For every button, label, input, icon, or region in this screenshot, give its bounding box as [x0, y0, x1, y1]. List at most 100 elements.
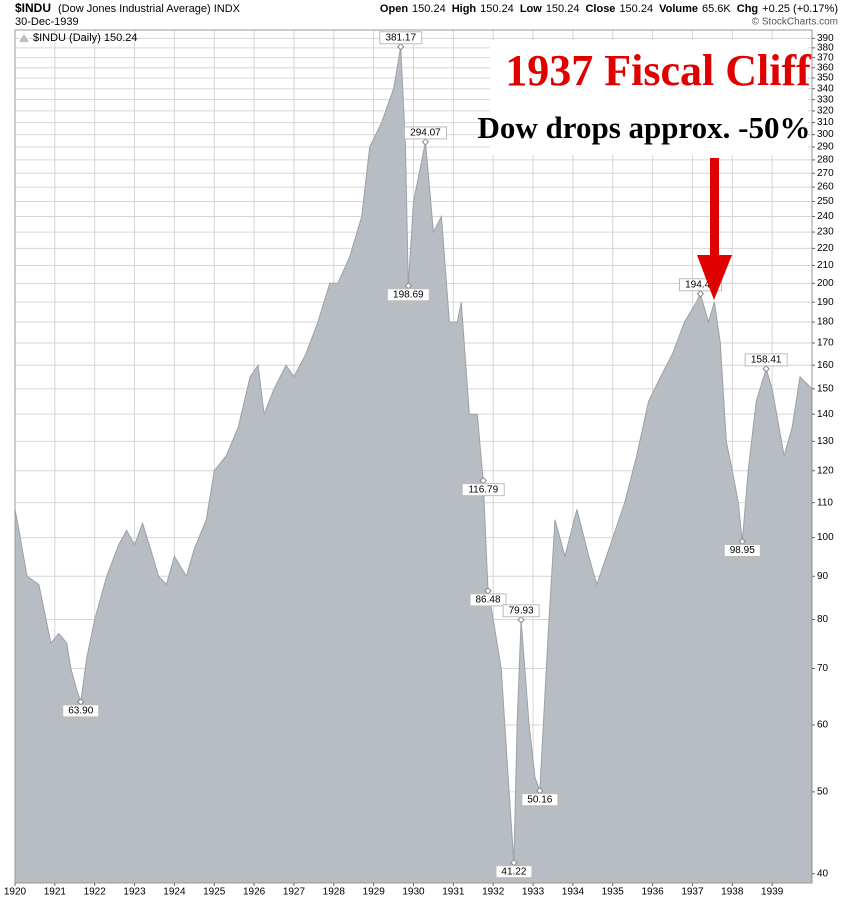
legend-label: $INDU (Daily) 150.24	[33, 32, 138, 44]
y-tick-label: 390	[817, 33, 834, 44]
point-label: 194.40	[685, 279, 716, 290]
x-tick-label: 1929	[363, 887, 386, 898]
quote-value: 150.24	[480, 3, 514, 15]
y-tick-label: 310	[817, 117, 834, 128]
point-label: 79.93	[509, 605, 534, 616]
y-tick-label: 280	[817, 155, 834, 166]
y-tick-label: 140	[817, 409, 834, 420]
point-label: 41.22	[501, 866, 526, 877]
point-label: 198.69	[393, 289, 424, 300]
area	[14, 46, 813, 884]
y-tick-label: 260	[817, 182, 834, 193]
annotation-subtitle: Dow drops approx. -50%	[477, 110, 810, 145]
y-tick-label: 330	[817, 94, 834, 105]
point-label-box	[403, 126, 447, 140]
point-label-box	[521, 793, 559, 807]
x-tick-label: 1931	[442, 887, 465, 898]
y-tick-label: 70	[817, 663, 829, 674]
y-tick-label: 340	[817, 83, 834, 94]
y-tick-label: 380	[817, 43, 834, 54]
point-label-box	[495, 865, 533, 879]
symbol: $INDU	[15, 1, 51, 15]
point-marker	[517, 616, 525, 624]
y-tick-label: 160	[817, 360, 834, 371]
y-tick-label: 290	[817, 142, 834, 153]
x-tick-label: 1921	[44, 887, 67, 898]
point-label-box	[386, 288, 430, 302]
x-tick-label: 1935	[602, 887, 625, 898]
quote-value: 150.24	[546, 3, 580, 15]
x-tick-label: 1932	[482, 887, 505, 898]
point-label-box	[502, 604, 540, 618]
x-tick-label: 1923	[123, 887, 146, 898]
quote-value: 65.6K	[702, 3, 731, 15]
x-tick-label: 1938	[721, 887, 744, 898]
y-tick-label: 120	[817, 465, 834, 476]
point-marker	[762, 365, 770, 373]
point-marker	[421, 138, 430, 146]
y-tick-label: 150	[817, 384, 834, 395]
point-label: 294.07	[410, 128, 441, 139]
x-tick-label: 1939	[761, 887, 784, 898]
y-tick-label: 200	[817, 278, 834, 289]
axes: 40 50 60 70 80 90 100 110 120 130 140 150 160 170 180 1…	[4, 32, 834, 898]
y-tick-label: 80	[817, 614, 829, 625]
point-labels: 63.90 381.17 198.69 294.07 116.79 86.48 41.22 7…	[62, 31, 788, 879]
y-tick-label: 230	[817, 227, 834, 238]
x-tick-label: 1920	[4, 887, 27, 898]
y-tick-label: 170	[817, 338, 834, 349]
point-marker	[484, 587, 492, 595]
point-marker	[77, 698, 85, 706]
quote-label: Low	[520, 3, 542, 15]
point-marker	[536, 786, 544, 795]
annotation-box	[490, 40, 808, 155]
y-tick-label: 350	[817, 73, 834, 84]
y-tick-label: 320	[817, 106, 834, 117]
y-tick-label: 210	[817, 260, 834, 271]
y-tick-label: 50	[817, 787, 829, 798]
quote-label: Chg	[737, 3, 758, 15]
quote: Open 150.24 High 150.24 Low 150.24 Close 150.24…	[380, 3, 838, 15]
y-tick-label: 270	[817, 168, 834, 179]
y-tick-label: 300	[817, 129, 834, 140]
quote-label: Close	[585, 3, 615, 15]
quote-value: 150.24	[619, 3, 653, 15]
x-tick-label: 1937	[681, 887, 704, 898]
y-tick-label: 100	[817, 532, 834, 543]
x-tick-label: 1922	[84, 887, 107, 898]
point-marker	[397, 43, 405, 51]
point-marker	[510, 858, 518, 867]
quote-value: 150.24	[412, 3, 446, 15]
index-name: (Dow Jones Industrial Average) INDX	[58, 3, 241, 15]
quote-label: Open	[380, 3, 408, 15]
y-tick-label: 60	[817, 720, 829, 731]
x-tick-label: 1926	[243, 887, 266, 898]
point-label-box	[379, 31, 423, 45]
quote-label: Volume	[659, 3, 698, 15]
point-label: 86.48	[476, 595, 501, 606]
quote-line: Open 150.24 High 150.24 Low 150.24 Close 150.24…	[380, 3, 838, 15]
point-label-box	[744, 353, 788, 367]
x-tick-label: 1924	[163, 887, 186, 898]
point-label: 63.90	[68, 706, 93, 717]
y-tick-label: 240	[817, 211, 834, 222]
y-tick-label: 250	[817, 196, 834, 207]
point-marker	[738, 537, 746, 546]
point-label-box	[62, 704, 100, 718]
x-tick-label: 1933	[522, 887, 545, 898]
point-label-box	[461, 483, 505, 497]
y-tick-label: 220	[817, 243, 834, 254]
credit: © StockCharts.com	[752, 17, 838, 28]
y-tick-label: 180	[817, 317, 834, 328]
legend-swatch	[19, 34, 29, 42]
y-tick-label: 130	[817, 436, 834, 447]
x-tick-label: 1927	[283, 887, 306, 898]
y-tick-label: 370	[817, 52, 834, 63]
x-tick-label: 1936	[641, 887, 664, 898]
y-tick-label: 110	[817, 497, 833, 508]
annotation-title: 1937 Fiscal Cliff	[505, 46, 812, 95]
y-tick-label: 90	[817, 571, 829, 582]
point-marker	[404, 282, 413, 290]
quote-label: High	[452, 3, 477, 15]
